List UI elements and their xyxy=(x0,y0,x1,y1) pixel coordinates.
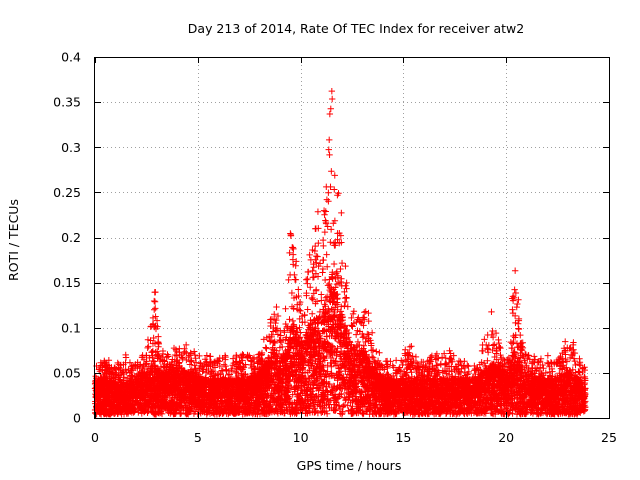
data-point xyxy=(323,251,330,258)
data-point xyxy=(342,262,349,270)
data-point xyxy=(455,357,463,365)
data-point xyxy=(509,306,516,313)
data-point xyxy=(279,343,286,351)
data-point xyxy=(286,249,293,257)
gridlines xyxy=(95,57,609,418)
data-point xyxy=(326,151,333,159)
data-point xyxy=(334,345,341,352)
data-point xyxy=(324,223,331,230)
data-point xyxy=(324,263,331,270)
data-point xyxy=(575,368,582,375)
data-point xyxy=(313,252,320,260)
data-points xyxy=(91,87,589,418)
data-point xyxy=(373,348,380,355)
data-point xyxy=(273,303,280,311)
data-point xyxy=(325,146,332,153)
data-point xyxy=(344,402,351,409)
data-point xyxy=(515,315,523,323)
data-point xyxy=(440,350,448,357)
data-point xyxy=(304,306,311,313)
data-point xyxy=(491,341,498,348)
data-point xyxy=(274,312,282,320)
data-point xyxy=(307,284,314,291)
data-point xyxy=(321,228,329,236)
data-point xyxy=(276,336,283,344)
data-point xyxy=(560,345,568,352)
data-point xyxy=(540,365,547,372)
data-point xyxy=(282,320,289,328)
data-point xyxy=(488,308,495,316)
data-point xyxy=(365,309,372,317)
data-point xyxy=(408,342,415,350)
